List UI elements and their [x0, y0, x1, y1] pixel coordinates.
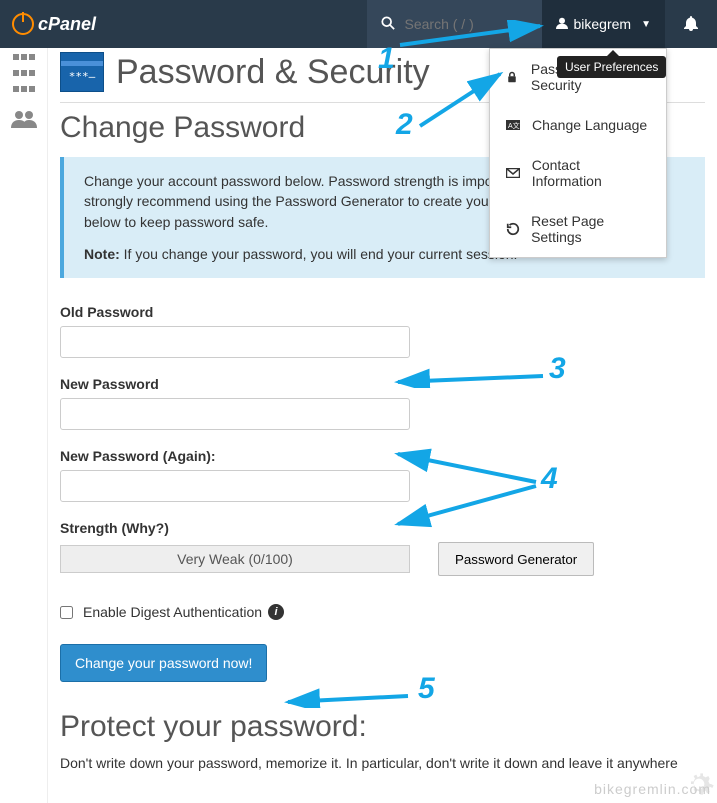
user-icon [556, 16, 568, 32]
change-password-button[interactable]: Change your password now! [60, 644, 267, 682]
note-label: Note: [84, 246, 120, 262]
info-icon[interactable]: i [268, 604, 284, 620]
cpanel-logo-icon [12, 13, 34, 35]
digest-auth-row: Enable Digest Authentication i [60, 604, 705, 620]
grid-icon [12, 48, 36, 96]
search-input[interactable] [405, 16, 528, 32]
dropdown-contact-info[interactable]: Contact Information [490, 145, 666, 201]
password-page-icon: ***– [60, 52, 104, 92]
strength-meter: Very Weak (0/100) [60, 545, 410, 573]
bell-icon [683, 15, 699, 34]
dropdown-item-label: Change Language [532, 117, 647, 133]
svg-text:A文: A文 [508, 121, 520, 130]
watermark: bikegremlin.com [594, 781, 711, 797]
mail-icon [504, 168, 522, 178]
dropdown-item-label: Contact Information [532, 157, 652, 189]
new-password-again-input[interactable] [60, 470, 410, 502]
notifications-button[interactable] [665, 0, 717, 48]
lang-icon: A文 [504, 120, 522, 130]
search-icon [381, 16, 395, 33]
protect-text: Don't write down your password, memorize… [60, 754, 705, 774]
user-dropdown: Password & Security A文 Change Language C… [489, 48, 667, 258]
users-icon [11, 110, 37, 131]
new-password-again-label: New Password (Again): [60, 448, 705, 464]
search-box[interactable] [367, 0, 542, 48]
sidebar-users[interactable] [0, 96, 47, 144]
logo: cPanel [0, 13, 108, 35]
reset-icon [504, 222, 521, 236]
annotation-4: 4 [541, 462, 558, 496]
dropdown-change-language[interactable]: A文 Change Language [490, 105, 666, 145]
logo-text: cPanel [38, 14, 96, 35]
protect-heading: Protect your password: [60, 710, 705, 744]
sidebar [0, 48, 48, 803]
dropdown-reset-settings[interactable]: Reset Page Settings [490, 201, 666, 257]
password-generator-button[interactable]: Password Generator [438, 542, 594, 576]
old-password-label: Old Password [60, 304, 705, 320]
old-password-input[interactable] [60, 326, 410, 358]
annotation-5: 5 [418, 672, 435, 706]
new-password-label: New Password [60, 376, 705, 392]
dropdown-item-label: Reset Page Settings [531, 213, 652, 245]
note-text: If you change your password, you will en… [120, 246, 518, 262]
strength-label: Strength (Why?) [60, 520, 705, 536]
annotation-2: 2 [396, 108, 413, 142]
caret-down-icon: ▼ [641, 19, 651, 30]
digest-auth-checkbox[interactable] [60, 606, 73, 619]
sidebar-apps[interactable] [0, 48, 47, 96]
topbar: cPanel bikegrem ▼ [0, 0, 717, 48]
lock-icon [504, 71, 521, 83]
annotation-1: 1 [378, 42, 395, 76]
new-password-input[interactable] [60, 398, 410, 430]
user-menu[interactable]: bikegrem ▼ [542, 0, 666, 48]
annotation-3: 3 [549, 352, 566, 386]
user-preferences-tooltip: User Preferences [557, 56, 666, 78]
username: bikegrem [574, 16, 632, 32]
digest-auth-label: Enable Digest Authentication [83, 604, 262, 620]
